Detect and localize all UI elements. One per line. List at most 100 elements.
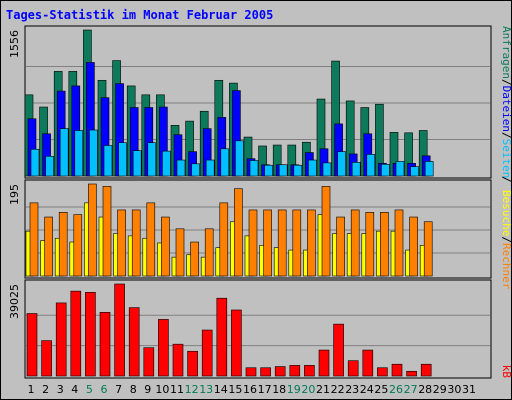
legend-item-kb: kB — [500, 365, 512, 379]
bar-kb — [143, 347, 155, 377]
bar-seiten — [278, 164, 288, 177]
bar-seiten — [30, 148, 40, 177]
y-axis-max-label: 39025 — [8, 284, 21, 319]
bar-rechner — [350, 209, 360, 277]
bar-kb — [41, 340, 52, 377]
bar-seiten — [191, 163, 200, 177]
legend-middle: Besuche/Rechner — [500, 190, 512, 290]
legend-item-rechner: Rechner — [500, 243, 512, 290]
bar-rechner — [190, 241, 199, 277]
bar-kb — [187, 350, 198, 377]
bar-kb — [70, 290, 82, 377]
day-label-8: 8 — [130, 383, 137, 396]
bar-kb — [26, 313, 38, 377]
bar-seiten — [235, 140, 244, 177]
bar-rechner — [29, 202, 39, 277]
bar-kb — [231, 309, 242, 377]
bar-kb — [128, 307, 140, 377]
bar-kb — [158, 319, 169, 377]
day-label-14: 14 — [214, 383, 228, 396]
bar-seiten — [45, 155, 54, 177]
bar-kb — [85, 292, 96, 377]
day-label-25: 25 — [374, 383, 388, 396]
bar-seiten — [293, 164, 303, 177]
bar-kb — [362, 349, 374, 377]
day-label-3: 3 — [57, 383, 64, 396]
bar-kb — [347, 360, 359, 377]
bar-rechner — [117, 209, 126, 277]
day-label-23: 23 — [345, 383, 359, 396]
day-label-30: 30 — [447, 383, 461, 396]
bar-kb — [114, 283, 125, 377]
day-label-18: 18 — [272, 383, 286, 396]
bar-seiten — [59, 128, 69, 177]
bar-rechner — [219, 202, 229, 277]
day-label-24: 24 — [360, 383, 374, 396]
bar-kb — [377, 367, 388, 377]
day-label-16: 16 — [243, 383, 257, 396]
bar-seiten — [220, 148, 230, 177]
day-label-12: 12 — [185, 383, 199, 396]
day-label-22: 22 — [331, 383, 345, 396]
bar-seiten — [264, 164, 273, 177]
bar-seiten — [337, 151, 346, 177]
bar-seiten — [162, 150, 171, 177]
y-axis-max-label: 195 — [8, 184, 21, 205]
bar-kb — [289, 365, 301, 377]
bar-rechner — [394, 209, 404, 277]
bar-rechner — [44, 216, 53, 277]
bar-seiten — [74, 130, 84, 177]
legend-separator: / — [500, 236, 512, 243]
bar-rechner — [58, 212, 68, 277]
legend-separator: / — [500, 176, 512, 183]
day-label-26: 26 — [389, 383, 403, 396]
bar-rechner — [365, 212, 375, 277]
bar-rechner — [204, 228, 214, 277]
bar-rechner — [423, 221, 433, 277]
legend-item-besuche: Besuche — [500, 190, 512, 236]
bar-rechner — [175, 228, 185, 277]
bar-rechner — [321, 186, 331, 277]
bar-rechner — [292, 209, 302, 277]
day-label-11: 11 — [170, 383, 184, 396]
bar-rechner — [73, 214, 83, 277]
bar-seiten — [381, 163, 390, 177]
day-label-21: 21 — [316, 383, 330, 396]
bar-kb — [406, 370, 417, 377]
chart-panel-2: 195 — [8, 179, 492, 279]
legend-top: Anfragen/Dateien/Seiten — [500, 26, 512, 178]
bar-kb — [260, 367, 271, 377]
day-label-1: 1 — [28, 383, 35, 396]
day-label-20: 20 — [301, 383, 315, 396]
day-label-9: 9 — [144, 383, 151, 396]
bar-kb — [245, 367, 257, 377]
legend-separator: / — [500, 132, 512, 139]
bar-rechner — [263, 209, 272, 277]
bar-rechner — [336, 216, 345, 277]
page-title: Tages-Statistik im Monat Februar 2005 — [6, 8, 274, 22]
bar-seiten — [308, 159, 317, 177]
day-label-4: 4 — [71, 383, 78, 396]
bar-seiten — [424, 161, 434, 177]
day-label-28: 28 — [418, 383, 432, 396]
day-label-29: 29 — [433, 383, 447, 396]
bar-rechner — [307, 209, 316, 277]
bar-rechner — [146, 202, 156, 277]
legend-bottom: kB — [500, 365, 512, 379]
bar-kb — [304, 365, 315, 377]
legend-item-anfragen: Anfragen — [500, 26, 512, 79]
day-label-31: 31 — [462, 383, 476, 396]
day-label-13: 13 — [199, 383, 213, 396]
bar-seiten — [103, 145, 113, 177]
bar-kb — [333, 323, 344, 377]
bar-rechner — [409, 216, 418, 277]
bar-seiten — [118, 142, 127, 177]
bar-rechner — [248, 209, 258, 277]
bar-kb — [99, 312, 111, 377]
bar-kb — [420, 363, 432, 377]
bar-seiten — [176, 159, 186, 177]
day-label-15: 15 — [228, 383, 242, 396]
bar-kb — [318, 349, 330, 377]
bar-seiten — [410, 166, 419, 177]
